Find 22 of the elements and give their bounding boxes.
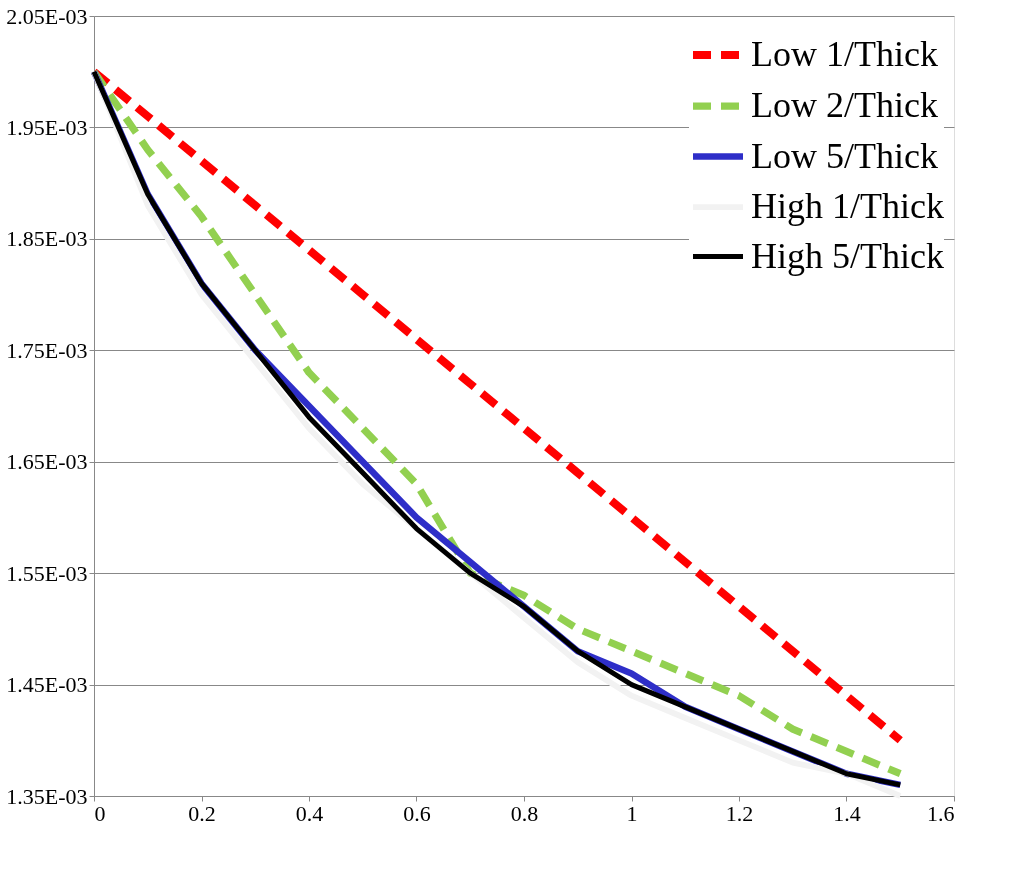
- y-tick-label: 2.05E-03: [6, 3, 88, 29]
- legend-label: Low 2/Thick: [751, 85, 938, 125]
- x-tick-label: 0.8: [510, 800, 539, 826]
- legend-label: High 5/Thick: [751, 235, 944, 276]
- legend-label: High 1/Thick: [751, 186, 944, 226]
- y-tick-label: 1.45E-03: [6, 672, 88, 698]
- x-tick-label: 0.4: [295, 800, 324, 826]
- legend-label: Low 1/Thick: [751, 34, 938, 74]
- y-tick-label: 1.35E-03: [6, 783, 88, 809]
- x-tick-label: 1: [626, 800, 638, 826]
- x-tick-label: 1.6: [927, 800, 955, 826]
- x-tick-label: 0.6: [403, 800, 431, 826]
- y-tick-label: 1.65E-03: [6, 449, 88, 475]
- y-tick-label: 1.85E-03: [6, 226, 88, 252]
- x-tick-label: 0: [94, 800, 106, 826]
- y-tick-label: 1.75E-03: [6, 337, 88, 363]
- y-tick-label: 1.55E-03: [6, 560, 88, 586]
- y-tick-label: 1.95E-03: [6, 114, 88, 140]
- x-tick-label: 1.4: [833, 800, 861, 826]
- x-tick-label: 1.2: [725, 800, 754, 826]
- x-tick-label: 0.2: [188, 800, 216, 826]
- legend-label: Low 5/Thick: [751, 135, 938, 176]
